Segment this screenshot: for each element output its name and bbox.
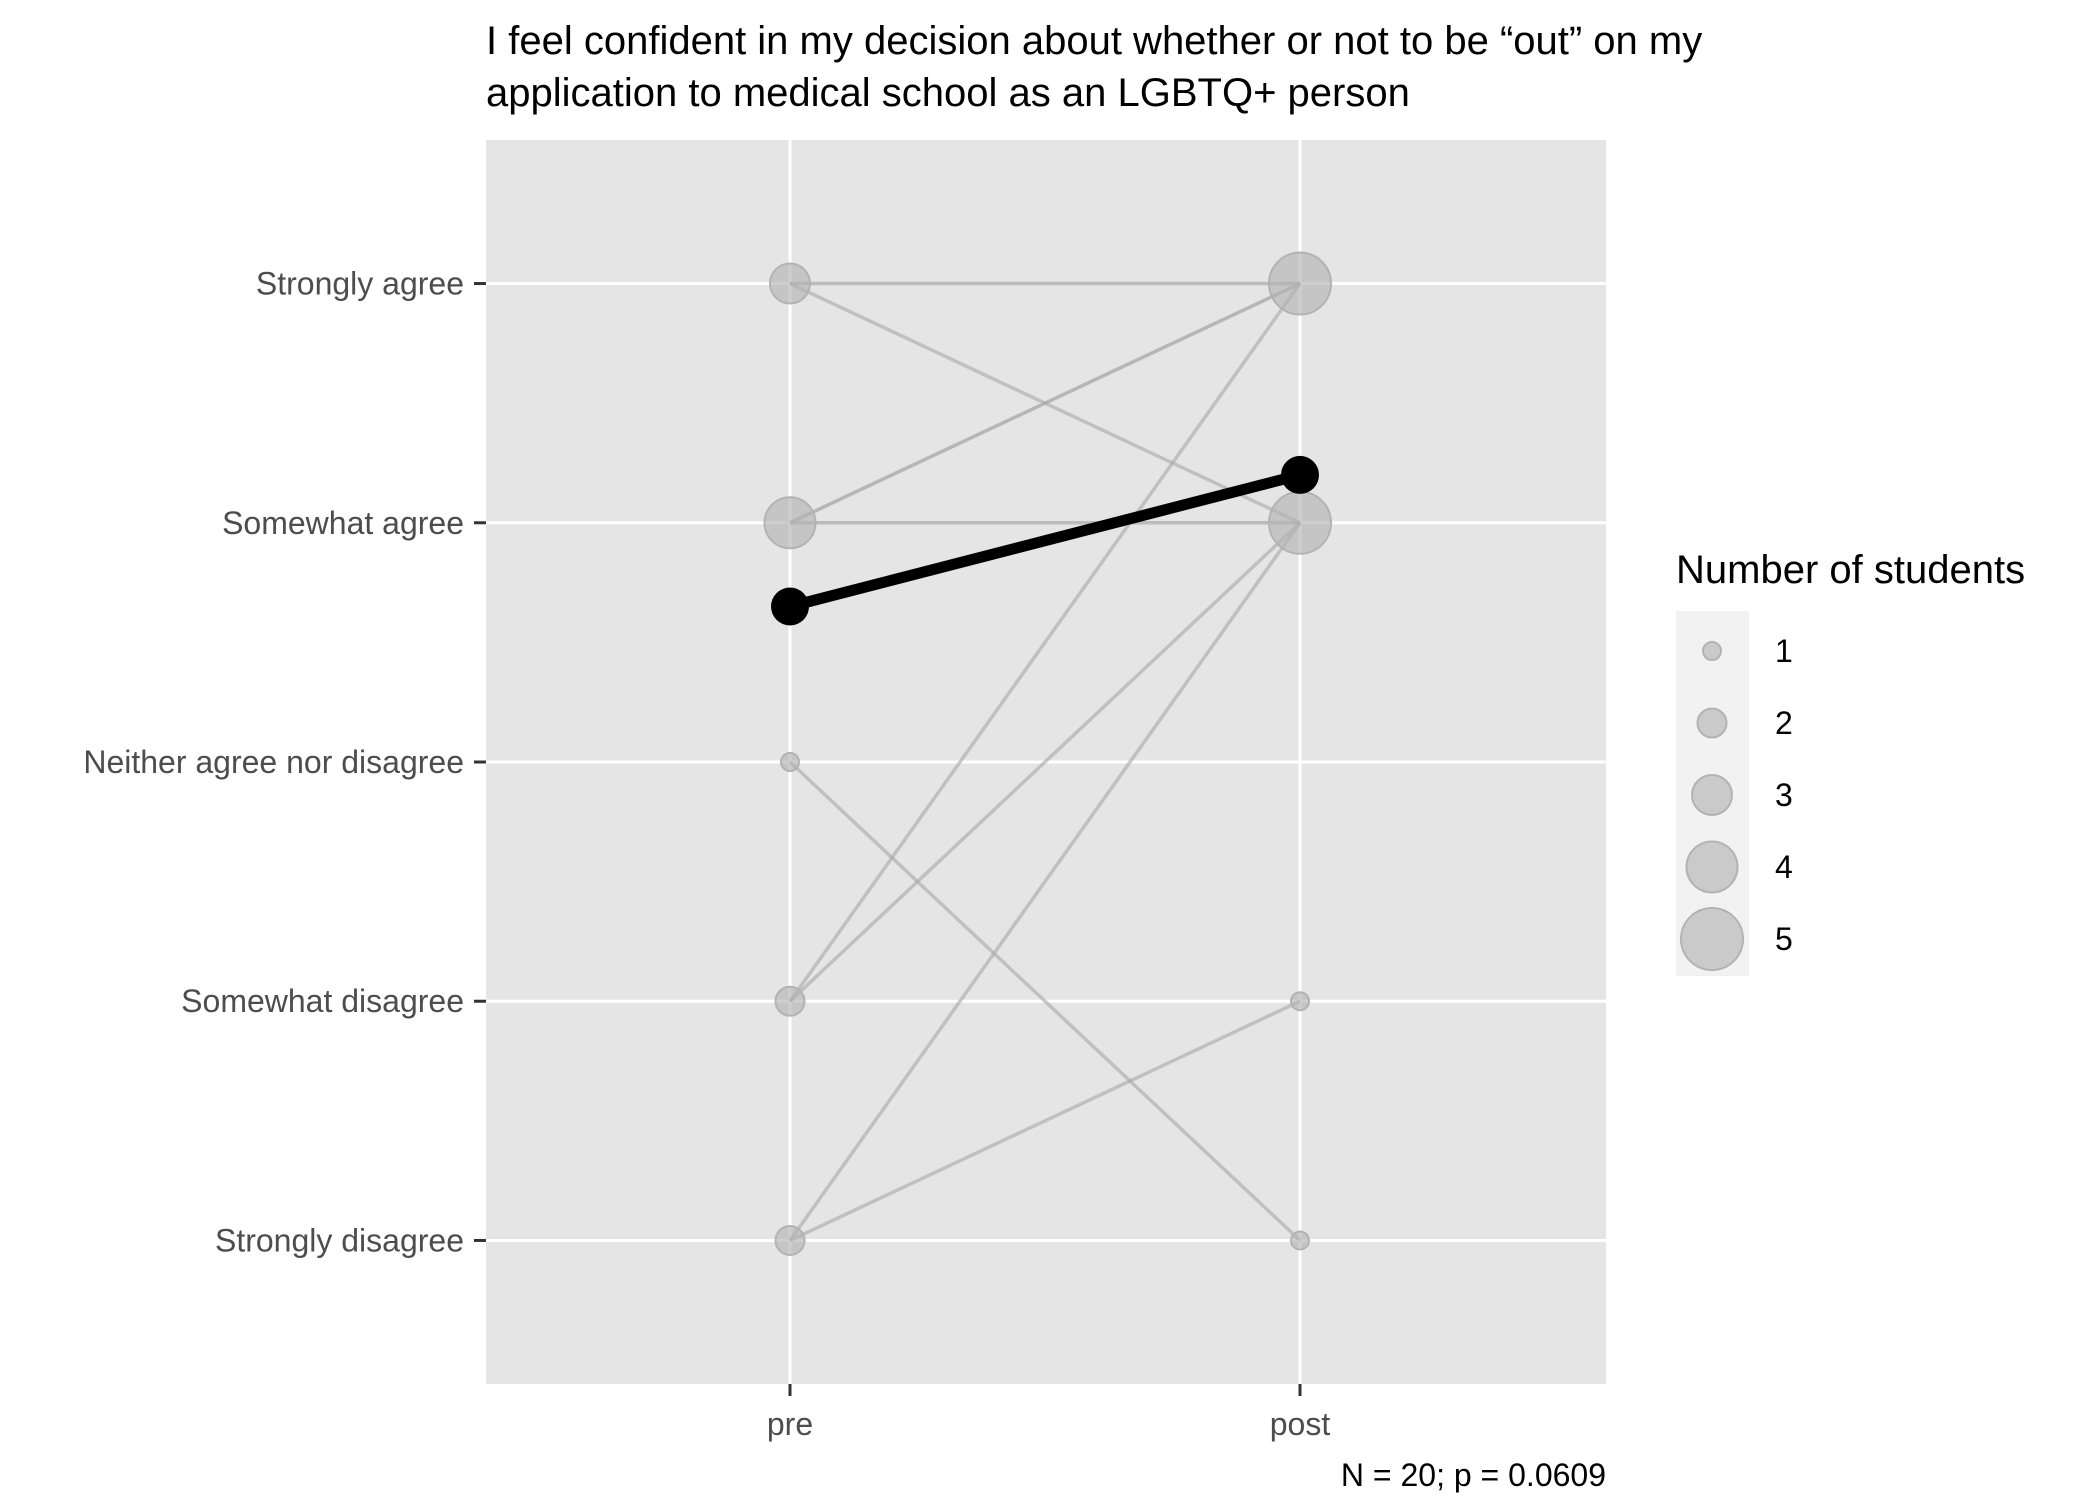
legend-key-label: 5	[1775, 921, 1793, 957]
transition-line	[788, 521, 1302, 1003]
mean-point-post	[1281, 455, 1319, 494]
y-tick-label: Strongly disagree	[215, 1222, 464, 1258]
mean-point-pre	[771, 587, 809, 626]
legend-key-point	[1685, 840, 1739, 894]
chart-caption: N = 20; p = 0.0609	[1341, 1457, 1606, 1493]
transition-lines	[788, 281, 1302, 1243]
response-point	[1268, 490, 1332, 555]
legend-key-label: 2	[1775, 705, 1793, 741]
response-point	[763, 496, 817, 550]
response-point	[774, 1224, 806, 1256]
response-point	[780, 752, 800, 772]
response-point	[774, 985, 806, 1017]
legend-key-point	[1702, 641, 1722, 661]
response-point	[1290, 1230, 1310, 1251]
legend-key-label: 3	[1775, 777, 1793, 813]
transition-line	[788, 282, 1302, 1003]
chart-title-line-2: application to medical school as an LGBT…	[486, 71, 1410, 115]
y-tick-label: Somewhat agree	[222, 505, 464, 541]
legend-title: Number of students	[1676, 548, 2025, 592]
legend-key-point	[1691, 774, 1733, 816]
response-point	[769, 262, 811, 305]
size-legend: Number of students 1 2 3 4 5	[1676, 548, 2025, 976]
x-tick-label: pre	[767, 1406, 813, 1442]
transition-line	[789, 281, 1301, 525]
y-tick-label: Somewhat disagree	[181, 983, 464, 1019]
response-point	[1290, 991, 1310, 1012]
legend-key-label: 4	[1775, 849, 1793, 885]
response-point	[1268, 251, 1332, 316]
mean-line	[788, 469, 1302, 612]
legend-key-point	[1680, 907, 1744, 971]
x-tick-label: post	[1270, 1406, 1331, 1442]
y-tick-label: Neither agree nor disagree	[83, 744, 464, 780]
transition-line	[788, 521, 1302, 1242]
transition-line	[788, 760, 1302, 1242]
legend-key-label: 1	[1775, 633, 1793, 669]
chart-title-line-1: I feel confident in my decision about wh…	[486, 19, 1702, 63]
response-points	[763, 251, 1332, 1256]
axes: Strongly disagree Somewhat disagree Neithe…	[83, 266, 1330, 1442]
mean-trend	[771, 455, 1319, 626]
legend-key-point	[1696, 707, 1728, 739]
transition-line	[789, 999, 1301, 1243]
y-tick-label: Strongly agree	[256, 266, 464, 302]
